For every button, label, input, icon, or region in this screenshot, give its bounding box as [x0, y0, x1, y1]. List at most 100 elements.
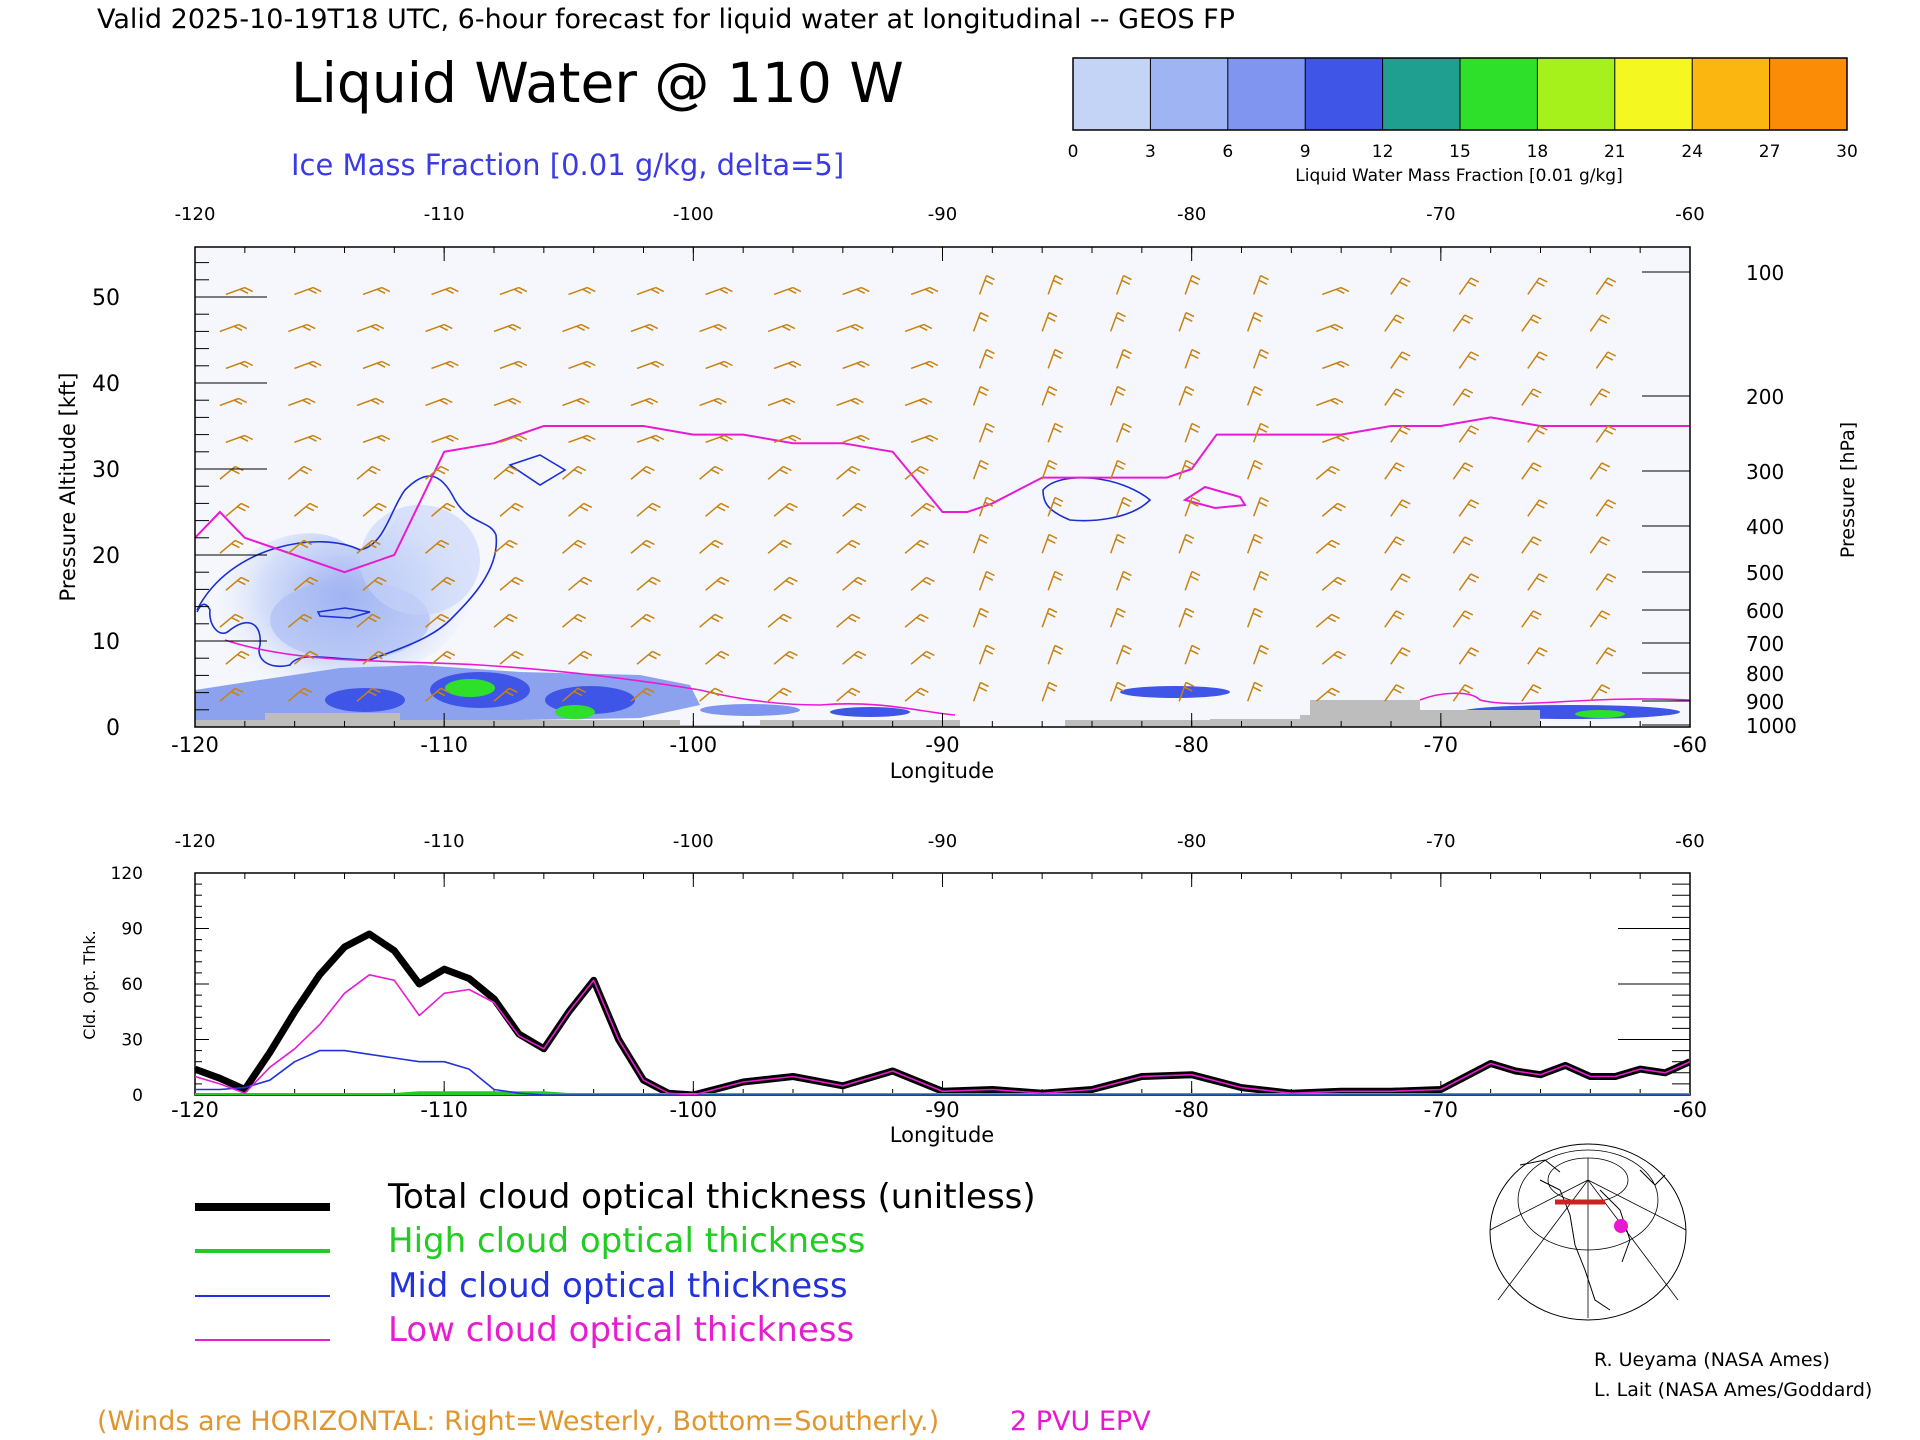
legend-label-low: Low cloud optical thickness	[388, 1310, 854, 1350]
epv-contour-3	[224, 639, 956, 716]
wind-barb	[767, 323, 796, 333]
top-lon-tick-label-lower: -70	[1424, 733, 1458, 757]
epv-contour-4	[1419, 692, 1690, 705]
top-hpa-tick-label: 1000	[1746, 714, 1797, 738]
wind-barb	[1521, 314, 1542, 332]
wind-barb	[842, 434, 870, 444]
wind-barb	[288, 397, 316, 407]
colorbar-segment	[1382, 58, 1461, 130]
top-hpa-tick-label: 700	[1746, 632, 1784, 656]
colorbar-tick-label: 0	[1068, 142, 1079, 162]
bottom-xlabel: Longitude	[890, 1123, 994, 1147]
wind-barb	[1041, 311, 1058, 332]
wind-barb	[499, 434, 528, 444]
wind-barb	[978, 644, 995, 665]
colorbar-tick-label: 3	[1145, 142, 1156, 162]
bottom-lon-tick-label-upper: -100	[673, 831, 714, 852]
wind-barb	[1047, 570, 1064, 591]
wind-barb	[904, 323, 933, 333]
wind-barb	[773, 434, 802, 444]
wind-barb	[1458, 277, 1480, 295]
legend-label-total: Total cloud optical thickness (unitless)	[387, 1177, 1036, 1217]
wind-barb	[499, 502, 524, 517]
liquid-core-10	[1575, 710, 1625, 718]
wind-barb	[904, 397, 933, 407]
wind-barb	[972, 311, 989, 332]
wind-barb	[1178, 385, 1195, 406]
top-lon-tick-label-lower: -90	[925, 733, 959, 757]
wind-barb	[705, 434, 733, 444]
top-lon-tick-label-upper: -80	[1177, 204, 1206, 225]
wind-barb	[431, 502, 456, 517]
wind-barb	[1252, 422, 1269, 443]
low-optical-thickness-line	[195, 974, 1690, 1095]
epv-contour-2	[1182, 485, 1247, 510]
wind-barb	[1322, 434, 1350, 444]
wind-barb	[978, 570, 995, 591]
wind-barb	[294, 360, 322, 370]
colorbar-segment	[1073, 58, 1151, 130]
wind-barb	[842, 650, 867, 665]
wind-barb	[431, 434, 459, 444]
liquid-water-field	[195, 274, 1690, 727]
top-lon-tick-label-lower: -120	[171, 733, 219, 757]
wind-barb	[1452, 314, 1474, 332]
wind-barb	[1115, 644, 1132, 665]
wind-barb	[1184, 570, 1201, 591]
epv-note: 2 PVU EPV	[1010, 1406, 1151, 1437]
wind-barb	[1384, 314, 1405, 332]
wind-barb	[972, 385, 989, 406]
wind-barb	[1321, 502, 1346, 517]
wind-barb	[1452, 684, 1474, 702]
wind-barb	[1315, 613, 1340, 628]
top-lon-tick-label-lower: -60	[1673, 733, 1707, 757]
top-hpa-tick-label: 600	[1746, 599, 1784, 623]
top-kft-tick-label: 20	[92, 544, 120, 569]
top-hpa-tick-label: 200	[1746, 385, 1784, 409]
wind-barb	[910, 434, 939, 444]
wind-barb	[705, 650, 730, 665]
wind-barb	[1184, 422, 1201, 443]
wind-barb	[294, 434, 322, 444]
wind-barb	[836, 539, 861, 554]
wind-barb	[287, 687, 313, 702]
wind-barb	[705, 576, 730, 591]
ice-contour-3	[508, 454, 567, 486]
colorbar-tick-label: 24	[1681, 142, 1703, 162]
wind-barb	[1178, 533, 1195, 554]
top-xlabel: Longitude	[890, 759, 994, 783]
wind-barb	[767, 465, 792, 480]
top-kft-tick-label: 50	[92, 286, 120, 311]
wind-barb	[1452, 610, 1474, 628]
wind-barb	[836, 465, 861, 480]
wind-barb	[699, 323, 727, 333]
wind-barb	[425, 539, 450, 554]
wind-barb	[836, 323, 864, 333]
wind-barb	[1041, 533, 1058, 554]
colorbar-segment	[1227, 58, 1306, 130]
wind-barb	[225, 434, 254, 444]
wind-barb	[562, 397, 590, 407]
wind-barb	[1109, 533, 1126, 554]
wind-barb	[1589, 536, 1611, 554]
wind-barb	[910, 360, 939, 370]
wind-barb	[562, 613, 587, 628]
wind-barb	[636, 650, 661, 665]
wind-barb	[1322, 286, 1350, 296]
wind-barb	[1521, 684, 1542, 702]
wind-barb	[499, 286, 528, 296]
wind-barb	[1452, 462, 1474, 480]
wind-barb	[1452, 536, 1474, 554]
wind-barb	[1595, 425, 1617, 443]
wind-barb	[1047, 274, 1064, 295]
colorbar: 0 3 6 9 12 15 18 21 24 27 30	[1068, 57, 1858, 162]
liquid-core-8	[1120, 686, 1230, 698]
wind-barb	[910, 576, 935, 591]
wind-barb	[225, 576, 250, 591]
wind-barb	[630, 397, 659, 407]
wind-barb	[493, 687, 518, 702]
bottom-lon-tick-label-lower: -120	[171, 1098, 219, 1122]
wind-barb	[1521, 462, 1542, 480]
wind-barb	[1390, 277, 1411, 295]
liquid-core-6	[700, 704, 800, 716]
